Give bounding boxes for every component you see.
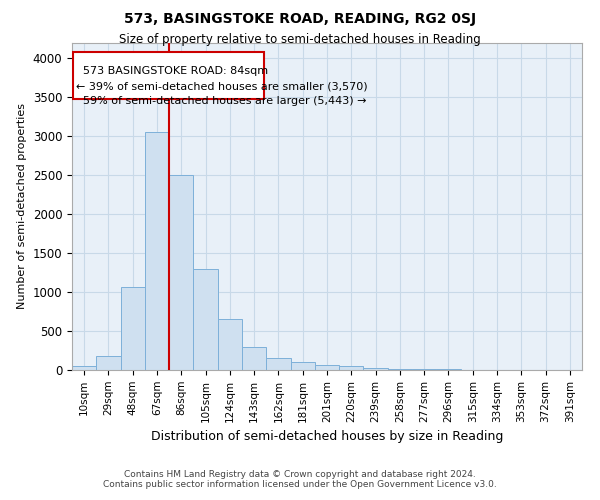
Text: Contains HM Land Registry data © Crown copyright and database right 2024.
Contai: Contains HM Land Registry data © Crown c… <box>103 470 497 489</box>
Text: 59% of semi-detached houses are larger (5,443) →: 59% of semi-detached houses are larger (… <box>76 96 366 106</box>
Bar <box>412 369 436 370</box>
Text: 573, BASINGSTOKE ROAD, READING, RG2 0SJ: 573, BASINGSTOKE ROAD, READING, RG2 0SJ <box>124 12 476 26</box>
Y-axis label: Number of semi-detached properties: Number of semi-detached properties <box>17 104 27 309</box>
Bar <box>266 358 290 370</box>
X-axis label: Distribution of semi-detached houses by size in Reading: Distribution of semi-detached houses by … <box>151 430 503 443</box>
Text: 573 BASINGSTOKE ROAD: 84sqm: 573 BASINGSTOKE ROAD: 84sqm <box>76 66 268 76</box>
Bar <box>121 288 145 370</box>
Bar <box>96 356 121 370</box>
Bar <box>169 175 193 370</box>
Bar <box>193 268 218 370</box>
Bar <box>339 366 364 370</box>
Bar <box>242 348 266 370</box>
Bar <box>364 368 388 370</box>
Text: Size of property relative to semi-detached houses in Reading: Size of property relative to semi-detach… <box>119 32 481 46</box>
Bar <box>290 362 315 370</box>
Bar <box>73 52 264 100</box>
Text: ← 39% of semi-detached houses are smaller (3,570): ← 39% of semi-detached houses are smalle… <box>76 82 367 92</box>
Bar <box>72 366 96 370</box>
Bar <box>388 368 412 370</box>
Bar <box>145 132 169 370</box>
Bar <box>315 365 339 370</box>
Bar <box>218 318 242 370</box>
